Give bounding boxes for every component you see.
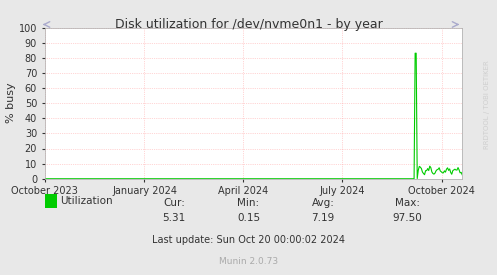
Text: Min:: Min: — [238, 198, 259, 208]
Text: 5.31: 5.31 — [163, 213, 185, 223]
Text: Munin 2.0.73: Munin 2.0.73 — [219, 257, 278, 266]
Y-axis label: % busy: % busy — [6, 83, 16, 123]
Text: Last update: Sun Oct 20 00:00:02 2024: Last update: Sun Oct 20 00:00:02 2024 — [152, 235, 345, 245]
Text: 97.50: 97.50 — [393, 213, 422, 223]
Text: 0.15: 0.15 — [237, 213, 260, 223]
Text: Utilization: Utilization — [60, 196, 112, 206]
Text: 7.19: 7.19 — [312, 213, 334, 223]
Text: Avg:: Avg: — [312, 198, 334, 208]
Text: Max:: Max: — [395, 198, 420, 208]
Text: Disk utilization for /dev/nvme0n1 - by year: Disk utilization for /dev/nvme0n1 - by y… — [115, 18, 382, 31]
Text: RRDTOOL / TOBI OETIKER: RRDTOOL / TOBI OETIKER — [484, 60, 490, 149]
Text: Cur:: Cur: — [163, 198, 185, 208]
